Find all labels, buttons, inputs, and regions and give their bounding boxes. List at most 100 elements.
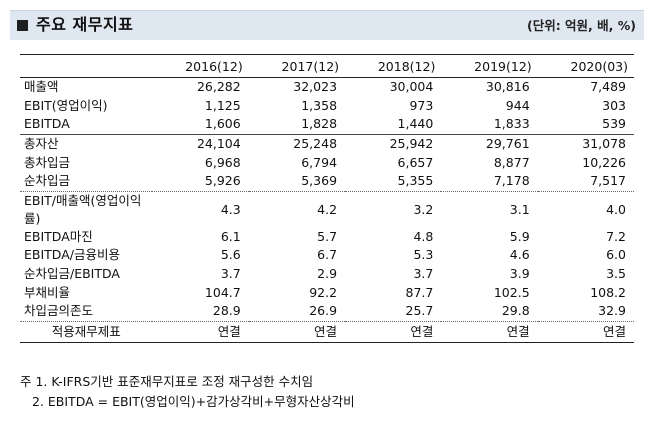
row-label: 차입금의존도 xyxy=(24,303,94,319)
table-row: 총자산 24,104 25,248 25,942 29,761 31,078 xyxy=(20,133,634,154)
row-label: EBIT(영업이익) xyxy=(24,97,108,113)
table-row: EBITDA/금융비용 5.6 6.7 5.3 4.6 6.0 xyxy=(20,246,634,265)
table-row: EBITDA 1,606 1,828 1,440 1,833 539 xyxy=(20,115,634,134)
table-row: 총차입금 6,968 6,794 6,657 8,877 10,226 xyxy=(20,153,634,172)
table-cell: 연결 xyxy=(345,320,442,343)
table-cell: 32,023 xyxy=(293,79,338,95)
table-cell: 3.5 xyxy=(606,266,626,282)
table-cell: 28.9 xyxy=(212,303,241,319)
table-row: EBIT/매출액(영업이익률) 4.3 4.2 3.2 3.1 4.0 xyxy=(20,190,634,228)
table-cell: 32.9 xyxy=(598,303,626,319)
table-cell: 7,178 xyxy=(493,173,530,189)
table-cell: 6.7 xyxy=(317,247,338,263)
column-header: 2019(12) xyxy=(441,54,538,78)
section-header: 주요 재무지표 (단위: 억원, 배, %) xyxy=(10,10,644,40)
table-cell: 24,104 xyxy=(152,133,249,154)
table-row: EBIT(영업이익) 1,125 1,358 973 944 303 xyxy=(20,97,634,116)
table-cell: 5,926 xyxy=(204,173,241,189)
table-cell: 3.1 xyxy=(441,190,538,228)
table-cell: 92.2 xyxy=(309,284,338,300)
column-header: 2017(12) xyxy=(248,54,346,78)
table-cell: 30,004 xyxy=(389,79,434,95)
table-cell: 1,358 xyxy=(301,97,338,113)
row-label: EBITDA마진 xyxy=(24,228,93,244)
table-cell: 1,828 xyxy=(301,116,338,132)
table-cell: 3.2 xyxy=(345,190,442,228)
table-cell: 3.7 xyxy=(220,266,241,282)
table-cell: 6,794 xyxy=(301,154,338,170)
table-cell: 5.3 xyxy=(413,247,434,263)
table-row: 적용재무제표 연결 연결 연결 연결 연결 xyxy=(20,320,634,343)
table-cell: 25.7 xyxy=(405,303,434,319)
table-cell: 3.9 xyxy=(509,266,530,282)
table-cell: 26.9 xyxy=(309,303,338,319)
table-cell: 104.7 xyxy=(204,284,241,300)
row-label: 적용재무제표 xyxy=(20,320,153,343)
table-cell: 30,816 xyxy=(485,79,530,95)
row-label: 총차입금 xyxy=(24,154,71,170)
table-cell: 26,282 xyxy=(196,79,241,95)
table-cell: 10,226 xyxy=(582,154,626,170)
column-header: 2016(12) xyxy=(152,54,249,78)
table-cell: 4.3 xyxy=(152,190,249,228)
row-label: EBIT/매출액(영업이익률) xyxy=(20,190,153,228)
table-cell: 6.1 xyxy=(220,228,241,244)
table-cell: 102.5 xyxy=(493,284,530,300)
table-cell: 6,657 xyxy=(397,154,434,170)
header-blank xyxy=(20,54,153,78)
table-cell: 1,833 xyxy=(493,116,530,132)
table-cell: 944 xyxy=(505,97,530,113)
column-header: 2020(03) xyxy=(537,54,634,78)
table-cell: 4.6 xyxy=(509,247,530,263)
table-cell: 539 xyxy=(602,116,626,132)
table-row: 차입금의존도 28.9 26.9 25.7 29.8 32.9 xyxy=(20,302,634,321)
table-body: 매출액 26,282 32,023 30,004 30,816 7,489 EBIT(영업이… xyxy=(20,78,634,343)
table-cell: 87.7 xyxy=(405,284,434,300)
footnote-1: 주 1. K-IFRS기반 표준재무지표로 조정 재구성한 수치임 xyxy=(20,374,314,389)
table-cell: 6.0 xyxy=(606,247,626,263)
table-row: 매출액 26,282 32,023 30,004 30,816 7,489 xyxy=(20,78,634,97)
table-cell: 1,606 xyxy=(204,116,241,132)
row-label: EBITDA xyxy=(24,116,70,132)
table-cell: 1,125 xyxy=(204,97,241,113)
table-cell: 5.6 xyxy=(220,247,241,263)
footnotes: 주 1. K-IFRS기반 표준재무지표로 조정 재구성한 수치임 2. EBI… xyxy=(20,372,355,412)
table-cell: 5,355 xyxy=(397,173,434,189)
table-cell: 303 xyxy=(602,97,626,113)
table-row: 순차입금 5,926 5,369 5,355 7,178 7,517 xyxy=(20,172,634,191)
table-cell: 31,078 xyxy=(537,133,634,154)
table-header-row: 2016(12) 2017(12) 2018(12) 2019(12) 2020… xyxy=(20,54,634,78)
table-cell: 108.2 xyxy=(590,284,626,300)
table-cell: 연결 xyxy=(537,320,634,343)
table-cell: 3.7 xyxy=(413,266,434,282)
column-header: 2018(12) xyxy=(345,54,442,78)
table-row: 부채비율 104.7 92.2 87.7 102.5 108.2 xyxy=(20,283,634,302)
table-cell: 1,440 xyxy=(397,116,434,132)
table-cell: 5.7 xyxy=(317,228,338,244)
square-bullet-icon xyxy=(17,20,28,31)
row-label: 총자산 xyxy=(20,133,153,154)
row-label: 순차입금/EBITDA xyxy=(24,266,120,282)
table-cell: 4.0 xyxy=(537,190,634,228)
table-cell: 7,489 xyxy=(590,79,626,95)
row-label: 순차입금 xyxy=(24,173,71,189)
table-cell: 8,877 xyxy=(493,154,530,170)
row-label: EBITDA/금융비용 xyxy=(24,247,120,263)
table-cell: 4.8 xyxy=(413,228,434,244)
table-cell: 연결 xyxy=(441,320,538,343)
table-cell: 973 xyxy=(409,97,434,113)
row-label: 부채비율 xyxy=(24,284,71,300)
table-row: 순차입금/EBITDA 3.7 2.9 3.7 3.9 3.5 xyxy=(20,265,634,284)
unit-label: (단위: 억원, 배, %) xyxy=(526,18,636,33)
table-cell: 25,248 xyxy=(248,133,346,154)
footnote-2: 2. EBITDA = EBIT(영업이익)+감가상각비+무형자산상각비 xyxy=(32,394,355,409)
table-row: EBITDA마진 6.1 5.7 4.8 5.9 7.2 xyxy=(20,228,634,247)
table-cell: 5.9 xyxy=(509,228,530,244)
table-cell: 6,968 xyxy=(204,154,241,170)
table-cell: 2.9 xyxy=(317,266,338,282)
table-cell: 25,942 xyxy=(345,133,442,154)
table-cell: 4.2 xyxy=(248,190,346,228)
table-cell: 7.2 xyxy=(606,228,626,244)
table-cell: 연결 xyxy=(152,320,249,343)
table-cell: 연결 xyxy=(248,320,346,343)
